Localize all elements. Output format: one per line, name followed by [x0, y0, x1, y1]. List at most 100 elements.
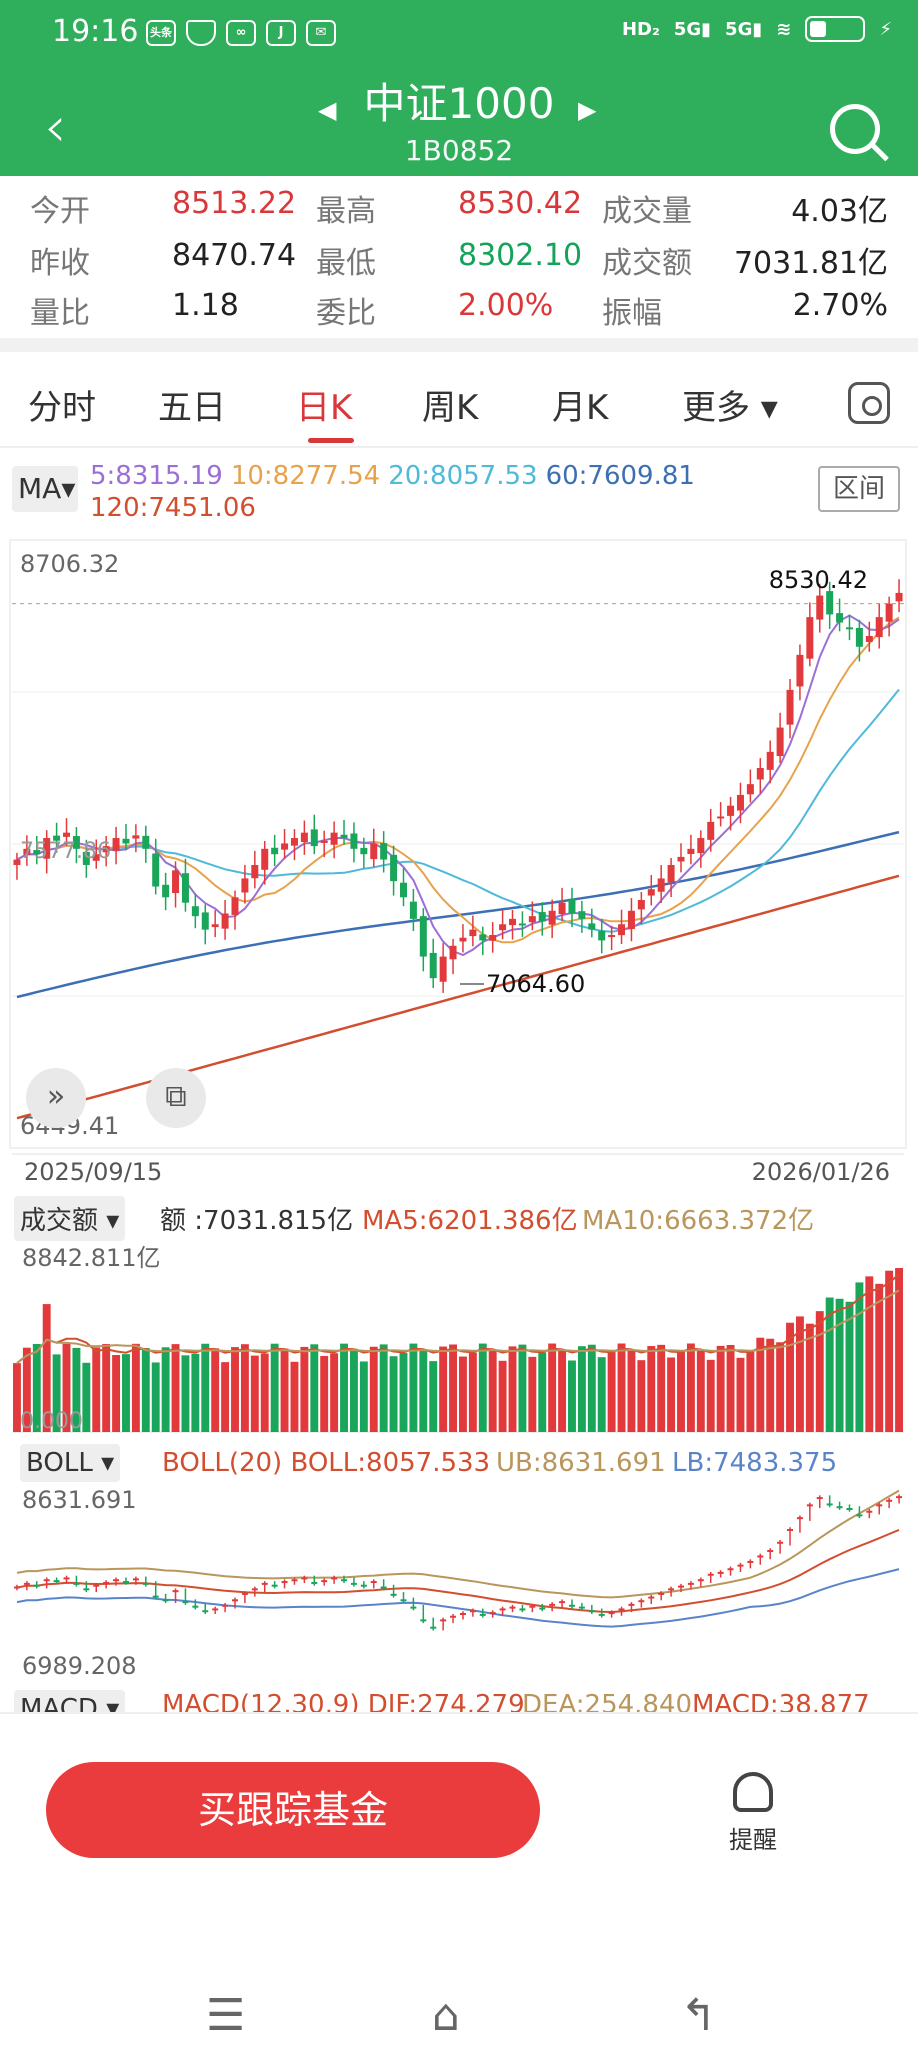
settings-hex-icon[interactable]: [848, 382, 890, 424]
ma10-line: [16, 616, 900, 944]
quote-label: 量比: [30, 296, 90, 331]
macd-params: MACD(12,30,9) DIF:274.279: [162, 1690, 525, 1714]
ma60-line: [16, 830, 900, 999]
volume-bar: [32, 1343, 41, 1432]
candle-body: [568, 898, 576, 914]
volume-bar: [756, 1337, 765, 1432]
back-icon[interactable]: ‹: [44, 95, 67, 160]
remind-button[interactable]: 提醒: [718, 1772, 788, 1855]
volume-bar: [231, 1347, 239, 1432]
quote-label: 昨收: [30, 246, 90, 281]
back-nav-icon[interactable]: ↰: [680, 1990, 717, 2041]
boll-bottom: 6989.208: [22, 1652, 137, 1680]
expand-icon[interactable]: »: [26, 1068, 86, 1128]
tab-2[interactable]: 日K: [296, 388, 353, 428]
volume-ma10-line: [16, 1289, 900, 1364]
charging-icon: ⚡: [879, 18, 892, 40]
kline-chart[interactable]: 8706.326449.417577.868530.427064.602025/…: [0, 530, 918, 1190]
candle-body: [865, 635, 873, 642]
boll-chart[interactable]: [0, 1440, 918, 1670]
quote-value: 2.00%: [458, 288, 554, 323]
candle-body: [112, 838, 120, 851]
macd-selector[interactable]: MACD ▾: [14, 1690, 126, 1716]
volume-bar: [577, 1346, 586, 1432]
ma-value-3: 60:7609.81: [545, 461, 695, 491]
candle-body: [162, 884, 170, 898]
quote-value: 4.03亿: [791, 194, 888, 229]
volume-bar: [240, 1344, 249, 1432]
volume-bar: [875, 1283, 884, 1432]
volume-bar: [300, 1346, 309, 1432]
volume-bar: [508, 1346, 517, 1432]
search-icon[interactable]: [830, 104, 880, 154]
volume-bar: [835, 1298, 844, 1432]
volume-bar: [657, 1344, 666, 1432]
volume-bar: [112, 1355, 121, 1432]
candle-body: [836, 613, 844, 623]
volume-bar: [815, 1311, 824, 1432]
candle-body: [746, 784, 754, 795]
triangle-left-icon[interactable]: ◀: [318, 96, 337, 124]
volume-ma10: MA10:6663.372亿: [582, 1206, 815, 1236]
boll-selector[interactable]: BOLL ▾: [20, 1444, 121, 1482]
tab-3[interactable]: 周K: [422, 388, 479, 428]
tab-1[interactable]: 五日: [158, 388, 226, 428]
ma-selector[interactable]: MA▾: [12, 466, 78, 512]
volume-bar: [766, 1338, 775, 1432]
volume-bar: [379, 1344, 388, 1432]
remind-label: 提醒: [729, 1826, 777, 1854]
candle-body: [786, 689, 794, 725]
volume-amount: 额 :7031.815亿: [160, 1206, 354, 1236]
boll-top: 8631.691: [22, 1486, 137, 1514]
volume-bar: [270, 1343, 279, 1432]
candle-body: [449, 945, 457, 960]
buy-fund-button[interactable]: 买跟踪基金: [46, 1762, 540, 1858]
shield-icon: [186, 20, 216, 46]
candle-body: [399, 882, 407, 898]
volume-bar: [211, 1348, 220, 1432]
tab-5[interactable]: 更多 ▾: [682, 388, 778, 428]
volume-chart[interactable]: 0.000: [0, 1192, 918, 1440]
candle-body: [717, 816, 725, 819]
volume-bar: [102, 1344, 111, 1432]
volume-bar: [459, 1356, 467, 1432]
tab-4[interactable]: 月K: [552, 388, 609, 428]
fullscreen-icon[interactable]: ⧉: [146, 1068, 206, 1128]
candle-body: [43, 838, 51, 859]
status-right: HD₂ 5G▮ 5G▮ ≋ ⚡: [622, 16, 892, 42]
candle-body: [855, 627, 863, 647]
candle-body: [727, 805, 735, 816]
quote-value: 2.70%: [792, 288, 888, 323]
volume-bar: [786, 1322, 794, 1432]
triangle-right-icon[interactable]: ▶: [578, 96, 597, 124]
boll-ub: UB:8631.691: [496, 1448, 666, 1478]
menu-icon[interactable]: ☰: [206, 1990, 246, 2041]
tab-0[interactable]: 分时: [28, 388, 96, 428]
candle-body: [142, 835, 150, 849]
home-icon[interactable]: ⌂: [432, 1990, 460, 2041]
volume-bar: [419, 1349, 428, 1432]
volume-bar: [468, 1352, 477, 1432]
volume-bar: [706, 1359, 715, 1432]
candle-body: [261, 848, 269, 870]
candle-body: [201, 912, 209, 930]
volume-selector[interactable]: 成交额 ▾: [14, 1196, 126, 1241]
boll-lb: LB:7483.375: [672, 1448, 838, 1478]
volume-bar: [518, 1344, 527, 1432]
volume-bar: [82, 1362, 91, 1432]
volume-bar: [310, 1344, 319, 1432]
candle-body: [736, 794, 744, 811]
volume-bar: [647, 1346, 656, 1432]
volume-top: 8842.811亿: [22, 1244, 161, 1272]
volume-bar: [131, 1343, 140, 1432]
volume-bar: [558, 1349, 567, 1432]
low-label: 7064.60: [486, 970, 585, 998]
candle-body: [528, 916, 536, 923]
boll-mid-line: [16, 1528, 900, 1614]
candle-body: [469, 929, 477, 937]
volume-bar: [667, 1357, 676, 1432]
volume-bar: [548, 1343, 557, 1432]
candle-body: [310, 829, 318, 847]
range-button[interactable]: 区间: [818, 466, 900, 512]
candle-body: [627, 910, 635, 930]
